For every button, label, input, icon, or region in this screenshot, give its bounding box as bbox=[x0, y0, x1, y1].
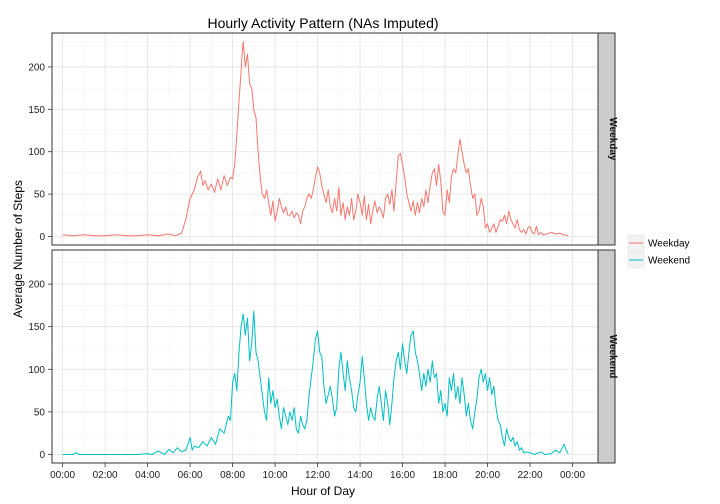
x-tick-label: 20:00 bbox=[475, 470, 500, 481]
legend-label-weekday: Weekday bbox=[648, 239, 690, 250]
x-tick-label: 04:00 bbox=[135, 470, 160, 481]
panel-weekend: 0 50 100 150 200 Weekend bbox=[28, 249, 618, 464]
y-axis-title: Average Number of Steps bbox=[11, 180, 25, 318]
x-tick-label: 08:00 bbox=[220, 470, 245, 481]
panels: 0 50 100 150 200 Weekday 0 50 100 150 200 Weekend bbox=[28, 32, 618, 464]
facet-strip bbox=[597, 32, 616, 246]
x-tick-label: 18:00 bbox=[433, 470, 458, 481]
y-tick-label: 200 bbox=[28, 62, 45, 73]
panel-background bbox=[52, 250, 598, 463]
y-tick-label: 200 bbox=[28, 280, 45, 291]
panel-background bbox=[52, 33, 598, 245]
facet-strip bbox=[597, 249, 616, 464]
series-line-weekend bbox=[62, 310, 569, 455]
y-tick-label: 150 bbox=[28, 105, 45, 116]
legend-label-weekend: Weekend bbox=[648, 256, 690, 267]
y-tick-label: 0 bbox=[39, 450, 45, 461]
x-tick-label: 14:00 bbox=[348, 470, 373, 481]
x-tick-label: 16:00 bbox=[390, 470, 415, 481]
x-tick-label: 10:00 bbox=[263, 470, 288, 481]
x-tick-label: 00:00 bbox=[50, 470, 75, 481]
y-tick-label: 50 bbox=[34, 190, 46, 201]
facet-strip-label: Weekend bbox=[607, 335, 618, 379]
x-axis-title: Hour of Day bbox=[291, 484, 355, 498]
y-tick-label: 50 bbox=[34, 407, 46, 418]
y-tick-label: 0 bbox=[39, 232, 45, 243]
x-tick-label: 06:00 bbox=[178, 470, 203, 481]
x-tick-label: 22:00 bbox=[517, 470, 542, 481]
legend: Weekday Weekend bbox=[627, 234, 690, 269]
panel-weekday: 0 50 100 150 200 Weekday bbox=[28, 32, 618, 246]
y-tick-label: 150 bbox=[28, 322, 45, 333]
y-tick-label: 100 bbox=[28, 365, 45, 376]
x-tick-label: 02:00 bbox=[93, 470, 118, 481]
facet-strip-label: Weekday bbox=[607, 117, 618, 161]
series-line-weekday bbox=[62, 41, 569, 237]
x-tick-label: 12:00 bbox=[305, 470, 330, 481]
x-tick-label: 00:00 bbox=[560, 470, 585, 481]
y-tick-label: 100 bbox=[28, 147, 45, 158]
x-axis: 00:00 02:00 04:00 06:00 08:00 10:00 12:00 14:00… bbox=[50, 463, 585, 481]
chart-title: Hourly Activity Pattern (NAs Imputed) bbox=[207, 15, 438, 31]
